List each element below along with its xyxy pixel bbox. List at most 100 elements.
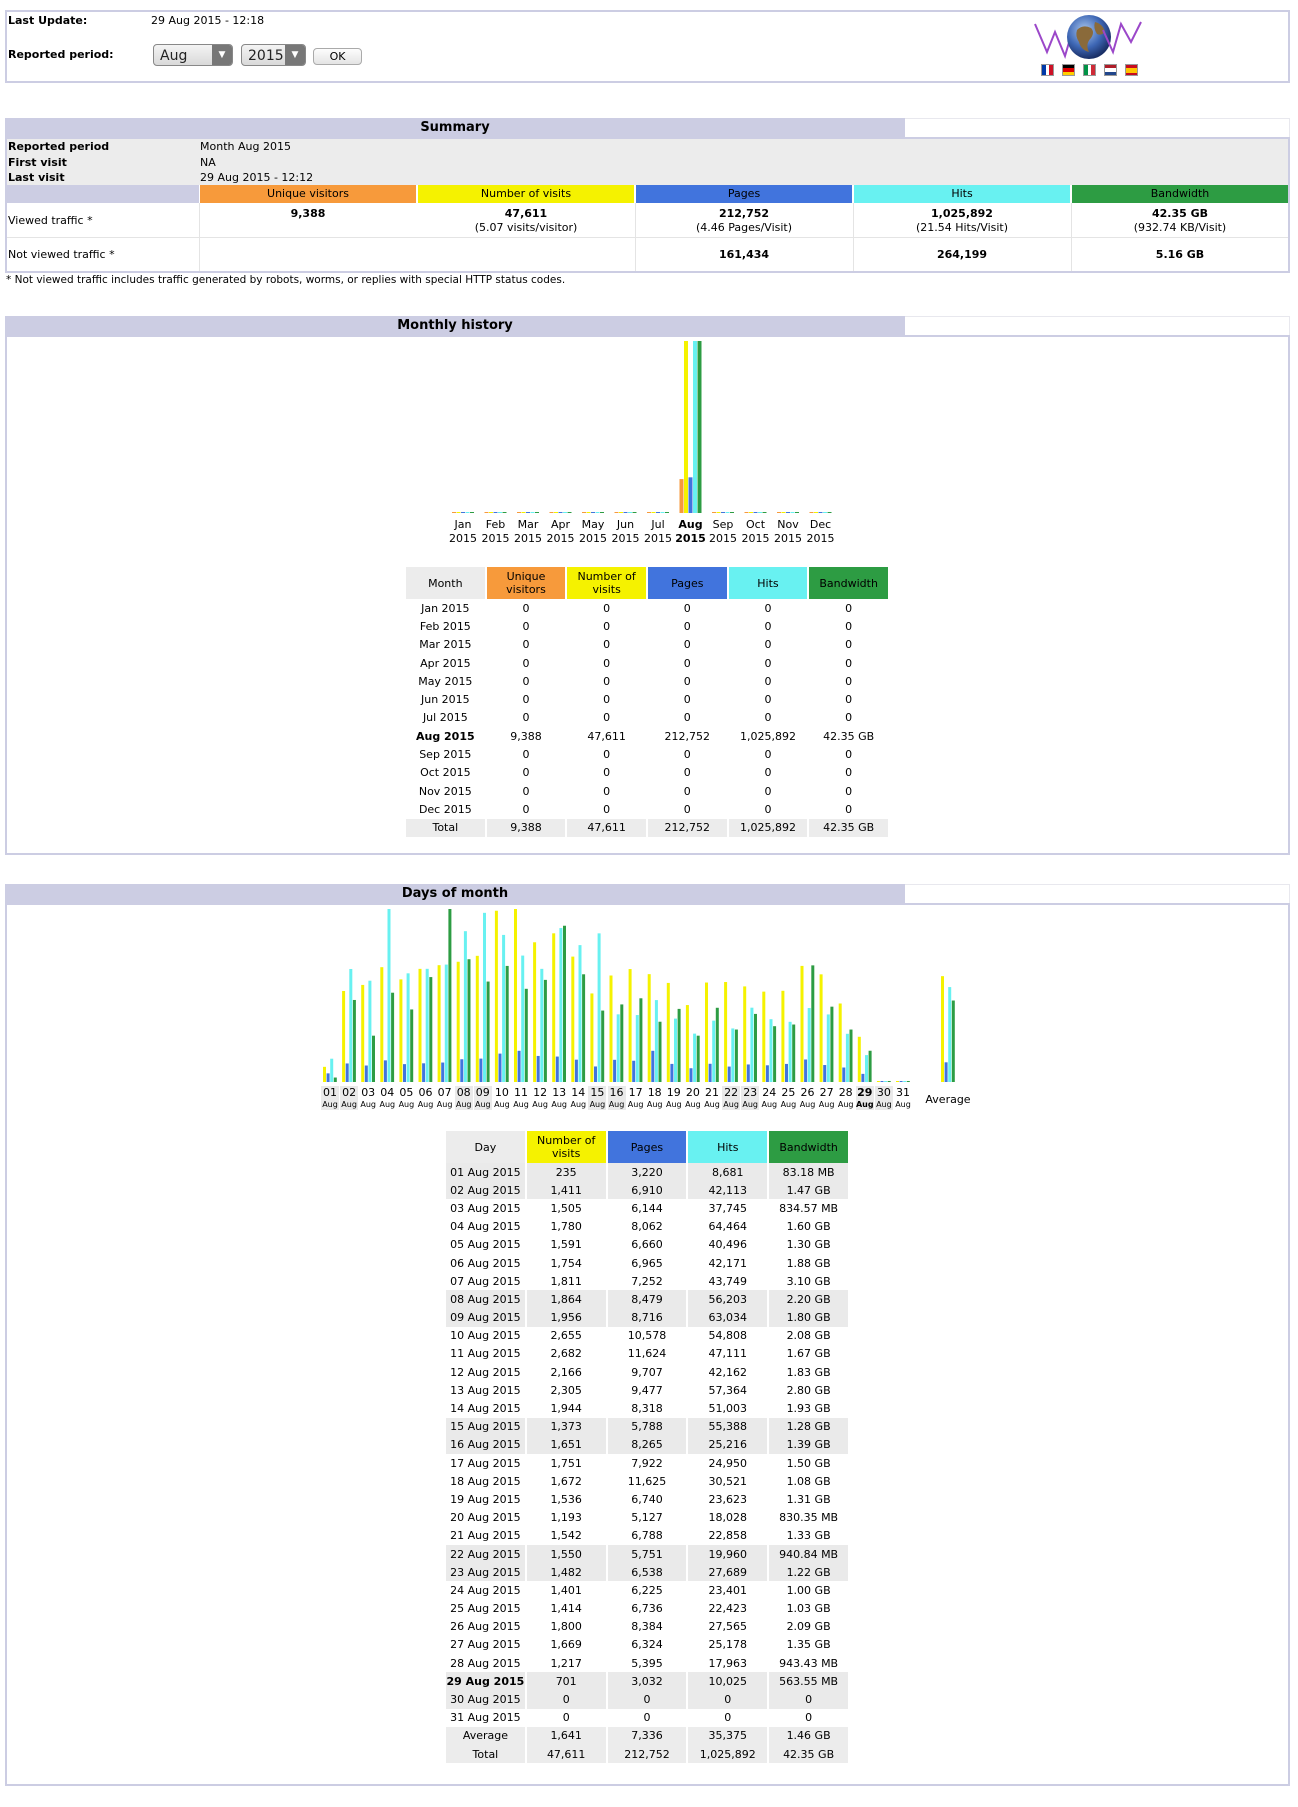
day-bar-bandwidth: [467, 959, 471, 1082]
days-cell-visits: 1,944: [550, 1402, 582, 1416]
days-title-rest: [905, 884, 1290, 903]
days-col-visits: Number of visits: [526, 1131, 606, 1163]
day-bar-visits: [685, 1005, 689, 1082]
days-cell-hits: 57,364: [708, 1383, 748, 1397]
days-cell-pages: 8,062: [631, 1220, 663, 1234]
days-row: 06 Aug 2015 1,754 6,965 42,171 1.88 GB: [446, 1254, 848, 1272]
monthly-col-pages: Pages: [647, 567, 727, 599]
monthly-cell-pages: 0: [683, 748, 691, 762]
monthly-row: Jul 2015 0 0 0 0 0: [406, 709, 888, 727]
day-axis-number: 11: [514, 1086, 528, 1099]
days-row: 04 Aug 2015 1,780 8,062 64,464 1.60 GB: [446, 1218, 848, 1236]
days-row: 21 Aug 2015 1,542 6,788 22,858 1.33 GB: [446, 1527, 848, 1545]
day-bar-bandwidth: [792, 1024, 796, 1082]
monthly-bar-pages: [623, 512, 628, 513]
flag-de-icon[interactable]: [1062, 64, 1075, 76]
reported-period-row-value: Month Aug 2015: [200, 140, 291, 153]
days-cell-pages: 8,716: [607, 1308, 687, 1327]
monthly-frame: [5, 335, 1290, 855]
day-axis-label: 02 Aug: [340, 1086, 359, 1110]
flag-fr-icon[interactable]: [1041, 64, 1054, 76]
monthly-row: Feb 2015 0 0 0 0 0: [406, 617, 888, 635]
monthly-cell-unique: 0: [522, 711, 530, 725]
days-row: 27 Aug 2015 1,669 6,324 25,178 1.35 GB: [446, 1636, 848, 1654]
days-cell-hits: 10,025: [688, 1672, 768, 1691]
monthly-axis-year: 2015: [709, 532, 737, 545]
flag-it-icon[interactable]: [1083, 64, 1096, 76]
day-bar-bandwidth: [372, 1035, 375, 1082]
days-cell-pages: 3,032: [607, 1672, 687, 1691]
monthly-cell-visits: 0: [603, 693, 611, 707]
days-cell-bandwidth: 0: [805, 1711, 813, 1725]
day-bar-pages: [613, 1059, 617, 1082]
days-cell-visits: 1,780: [550, 1220, 582, 1234]
day-axis-number: 08: [456, 1086, 471, 1099]
days-average-label: Average: [446, 1726, 525, 1745]
monthly-row: Jan 2015 0 0 0 0 0: [406, 599, 888, 617]
ok-button[interactable]: OK: [313, 48, 362, 65]
monthly-bar-hits: [758, 512, 762, 513]
day-bar-visits: [552, 933, 556, 1082]
days-cell-pages: 7,922: [631, 1456, 663, 1470]
monthly-bar-pages: [493, 512, 498, 513]
days-cell-hits: 37,745: [708, 1201, 748, 1215]
day-axis-number: 31: [896, 1086, 910, 1099]
day-bar-hits: [845, 1033, 849, 1082]
days-of-month-chart: [323, 909, 955, 1082]
days-cell-pages: 9,477: [631, 1383, 663, 1397]
days-cell-bandwidth: 2.20 GB: [769, 1290, 848, 1309]
day-bar-visits: [876, 1081, 880, 1082]
days-cell-hits: 42,171: [708, 1256, 748, 1270]
day-axis-number: 18: [647, 1086, 662, 1099]
days-cell-visits: 2,682: [550, 1347, 582, 1361]
days-cell-bandwidth: 1.80 GB: [769, 1308, 848, 1327]
days-cell-pages: 6,788: [631, 1529, 663, 1543]
monthly-bar-visits: [651, 512, 656, 513]
flag-nl-icon[interactable]: [1104, 64, 1117, 76]
day-axis-label: 18 Aug: [646, 1086, 664, 1110]
day-axis-number: 14: [571, 1086, 586, 1099]
monthly-cell-hits: 1,025,892: [739, 729, 796, 743]
monthly-cell-hits: 0: [764, 748, 772, 762]
day-bar-hits: [826, 1014, 830, 1082]
monthly-cell-month: May 2015: [418, 674, 473, 688]
monthly-bar-unique: [582, 512, 586, 513]
monthly-row: Nov 2015 0 0 0 0 0: [406, 782, 888, 800]
day-axis-number: 17: [628, 1086, 643, 1099]
day-axis-label: 01 Aug: [321, 1086, 339, 1110]
monthly-cell-month: Feb 2015: [419, 619, 471, 633]
monthly-bar-visits: [586, 512, 591, 513]
day-axis-month: Aug: [608, 1100, 625, 1109]
days-cell-pages: 6,225: [631, 1583, 663, 1597]
day-bar-visits: [647, 974, 651, 1082]
monthly-bar-visits: [456, 512, 461, 513]
day-axis-label: 03 Aug: [359, 1086, 377, 1110]
days-average-hits: 35,375: [688, 1726, 768, 1745]
day-bar-pages: [403, 1064, 406, 1082]
days-cell-visits: 0: [562, 1711, 570, 1725]
monthly-total-row: Total 9,388 47,611 212,752 1,025,892 42.35 GB: [406, 818, 888, 837]
day-axis-label: 31 Aug: [894, 1086, 912, 1110]
days-row: 22 Aug 2015 1,550 5,751 19,960 940.84 MB: [446, 1544, 848, 1564]
monthly-axis-year: 2015: [774, 532, 802, 545]
day-axis-month: Aug: [379, 1100, 396, 1109]
monthly-axis-year: 2015: [644, 532, 672, 545]
day-axis-label: 05 Aug: [397, 1086, 415, 1110]
monthly-axis-year: 2015: [806, 532, 835, 545]
flag-es-icon[interactable]: [1125, 64, 1138, 76]
days-row: 07 Aug 2015 1,811 7,252 43,749 3.10 GB: [446, 1272, 848, 1290]
monthly-bar-bandwidth: [502, 512, 507, 513]
monthly-cell-visits: 0: [603, 656, 611, 670]
monthly-bar-unique: [452, 512, 456, 513]
monthly-bar-unique: [647, 512, 651, 513]
average-bar-pages: [944, 1062, 948, 1082]
year-select[interactable]: 2015 ▼: [241, 44, 306, 66]
monthly-col-bandwidth: Bandwidth: [809, 567, 888, 599]
monthly-cell-bandwidth: 0: [845, 638, 853, 652]
month-select[interactable]: Aug ▼: [153, 44, 233, 66]
days-cell-pages: 0: [607, 1690, 687, 1709]
monthly-cell-unique: 0: [522, 601, 530, 615]
monthly-cell-month: Dec 2015: [418, 802, 472, 816]
monthly-cell-pages: 0: [683, 693, 691, 707]
days-cell-hits: 40,496: [708, 1238, 748, 1252]
